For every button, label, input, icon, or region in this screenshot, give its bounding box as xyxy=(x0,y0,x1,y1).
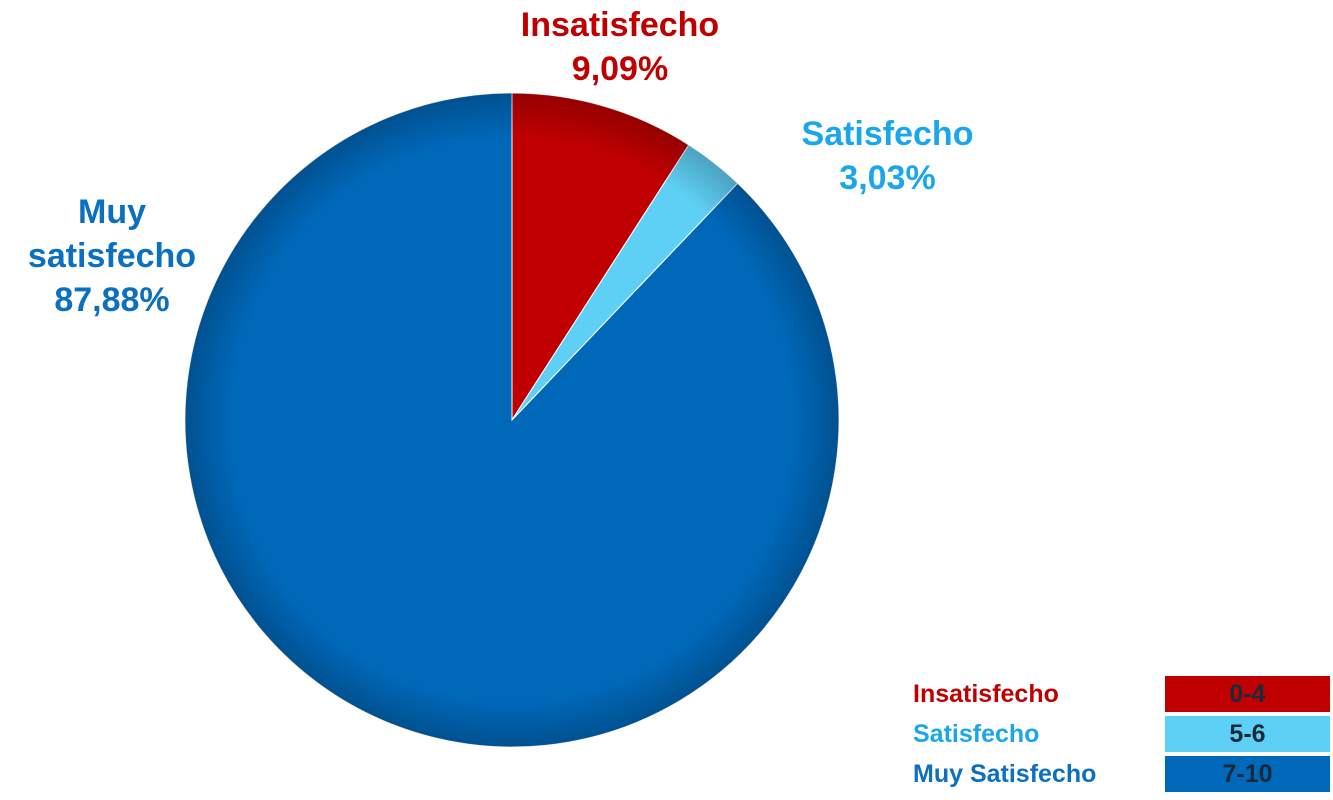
slice-label-satisfecho: Satisfecho 3,03% xyxy=(775,112,1000,200)
legend-range-muy-satisfecho: 7-10 xyxy=(1165,756,1330,792)
pie-slice-muy-satisfecho xyxy=(184,92,840,748)
legend-range-insatisfecho: 0-4 xyxy=(1165,676,1330,712)
slice-label-insatisfecho: Insatisfecho 9,09% xyxy=(500,3,740,91)
slice-label-muy-satisfecho-line1: Muy xyxy=(78,193,146,231)
slice-label-satisfecho-name: Satisfecho xyxy=(801,115,974,153)
legend-range-satisfecho: 5-6 xyxy=(1165,716,1330,752)
legend-row-insatisfecho: Insatisfecho 0-4 xyxy=(905,674,1333,714)
legend-name-muy-satisfecho: Muy Satisfecho xyxy=(913,760,1097,788)
slice-label-muy-satisfecho: Muy satisfecho 87,88% xyxy=(12,190,212,322)
legend-row-satisfecho: Satisfecho 5-6 xyxy=(905,714,1333,754)
slice-label-satisfecho-percent: 3,03% xyxy=(839,159,936,197)
slice-label-muy-satisfecho-line2: satisfecho xyxy=(27,237,197,275)
legend: Insatisfecho 0-4 Satisfecho 5-6 Muy Sati… xyxy=(905,674,1333,794)
legend-row-muy-satisfecho: Muy Satisfecho 7-10 xyxy=(905,754,1333,794)
legend-name-satisfecho: Satisfecho xyxy=(913,720,1040,748)
slice-label-muy-satisfecho-percent: 87,88% xyxy=(54,281,170,319)
slice-label-insatisfecho-percent: 9,09% xyxy=(571,50,669,88)
legend-name-insatisfecho: Insatisfecho xyxy=(913,680,1059,708)
slice-label-insatisfecho-name: Insatisfecho xyxy=(520,6,720,44)
